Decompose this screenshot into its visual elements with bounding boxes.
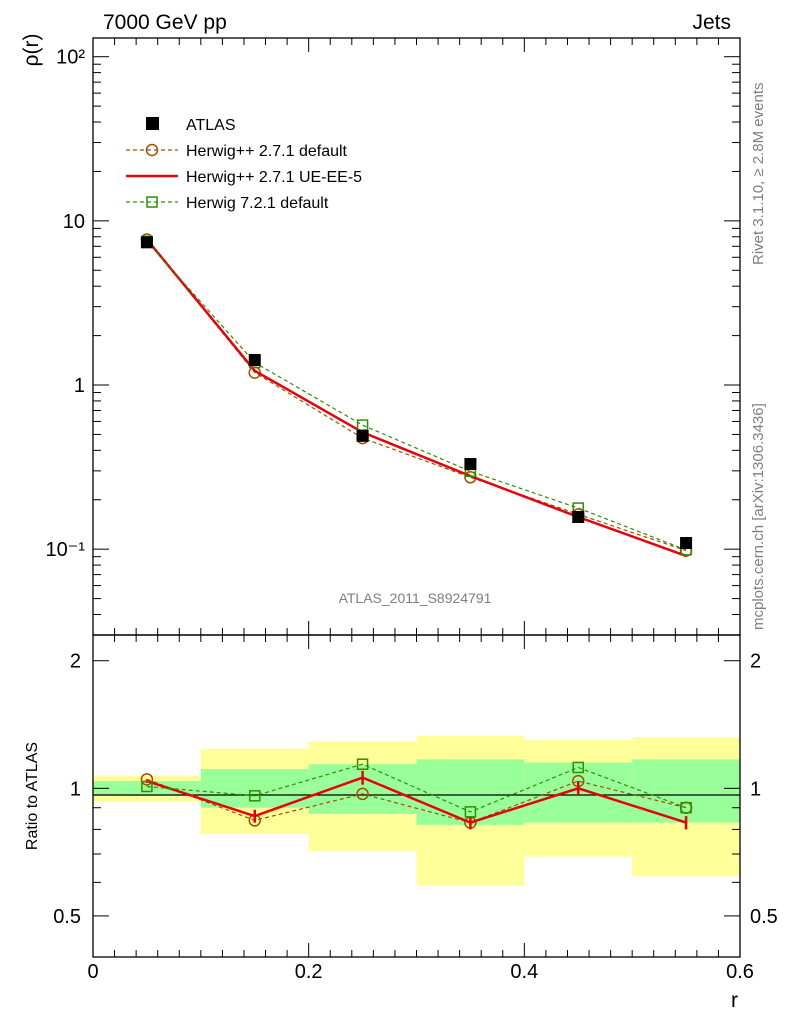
ratio-y-tick-label: 1 [70, 778, 81, 800]
main-line-herwigpp-ueee5 [145, 238, 687, 558]
ratio-point-herwig7 [572, 761, 584, 774]
main-y-axis-label: ρ(r) [20, 34, 43, 67]
x-tick-label: 0 [87, 961, 98, 983]
header-right: Jets [692, 11, 731, 34]
ratio-point-herwig7 [680, 801, 692, 814]
x-tick-label: 0.6 [726, 961, 754, 983]
ratio-y-tick-label: 2 [70, 651, 81, 673]
ratio-y-tick-label-right: 2 [750, 651, 761, 673]
x-tick-label: 0.4 [510, 961, 538, 983]
main-atlas-point [356, 429, 369, 442]
main-y-tick-label: 1 [74, 375, 85, 397]
x-tick-label: 0.2 [295, 961, 323, 983]
ratio-axes: 0 0.2 0.4 0.6 0.5 0.5 1 1 2 2 [53, 635, 778, 983]
ratio-y-tick-label: 0.5 [53, 906, 81, 928]
main-atlas-point [248, 354, 261, 367]
ratio-point-herwigpp-default [356, 787, 369, 801]
main-y-tick-label: 10 [63, 211, 85, 233]
main-line-herwig7 [146, 241, 687, 551]
ratio-y-tick-label-right: 1 [750, 778, 761, 800]
ratio-point-herwigpp-default [140, 773, 154, 786]
side-label-rivet: Rivet 3.1.10, ≥ 2.8M events [750, 83, 767, 266]
legend-label-herwig7: Herwig 7.2.1 default [186, 195, 329, 212]
main-atlas-point [464, 458, 477, 471]
ratio-point-herwig7 [464, 806, 477, 818]
main-y-tick-label: 10⁻¹ [46, 539, 86, 561]
uncertainty-band-stat [93, 781, 201, 796]
ratio-bands [93, 735, 740, 886]
ratio-y-axis-label: Ratio to ATLAS [24, 742, 41, 850]
legend-label-atlas: ATLAS [186, 117, 236, 134]
uncertainty-band-stat [416, 759, 525, 825]
ratio-series-layer [140, 758, 693, 830]
main-atlas-point [680, 537, 693, 550]
ratio-point-herwig7 [356, 758, 369, 770]
ratio-y-tick-label-right: 0.5 [750, 906, 778, 928]
x-axis-label: r [731, 989, 738, 1012]
main-series-layer [140, 233, 693, 558]
legend: ATLAS Herwig++ 2.7.1 default Herwig++ 2.… [126, 117, 362, 212]
watermark: ATLAS_2011_S8924791 [339, 590, 492, 606]
legend-marker-herwig7 [146, 196, 158, 208]
ratio-point-herwig7 [249, 790, 261, 802]
legend-marker-atlas [146, 117, 159, 130]
legend-label-herwigpp-default: Herwig++ 2.7.1 default [186, 143, 348, 160]
ratio-line-herwigpp-ueee5 [146, 776, 687, 824]
legend-marker-herwigpp-default [145, 143, 159, 157]
main-atlas-point [572, 511, 585, 524]
main-y-tick-label: 10² [56, 47, 85, 69]
ratio-line-herwigpp-default [146, 778, 687, 824]
side-label-mcplots: mcplots.cern.ch [arXiv:1306.3436] [750, 403, 767, 630]
main-axes: 10⁻¹ 1 10 10² [46, 38, 741, 636]
header-left: 7000 GeV pp [103, 11, 227, 34]
ratio-point-herwig7 [141, 780, 153, 793]
main-atlas-point [140, 236, 153, 249]
legend-label-herwigpp-ueee5: Herwig++ 2.7.1 UE-EE-5 [186, 169, 362, 186]
